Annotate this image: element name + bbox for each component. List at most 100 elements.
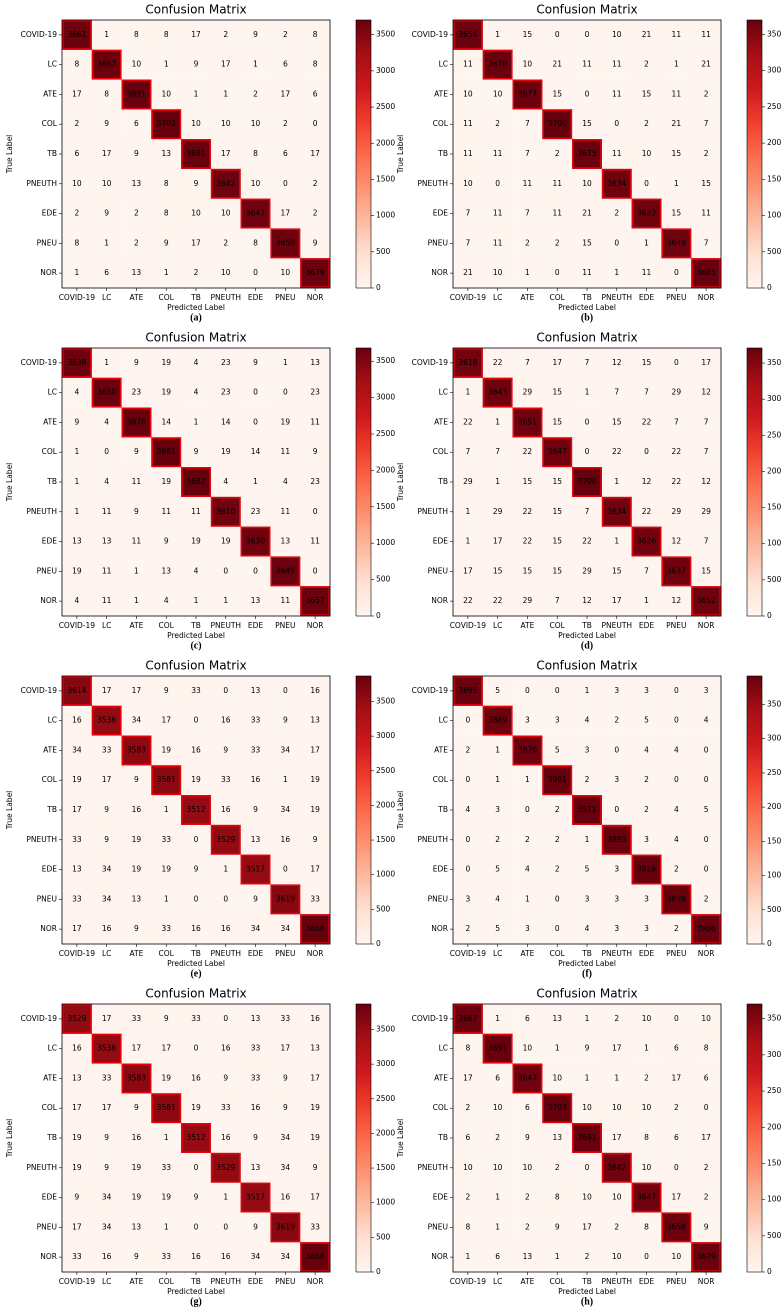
cell-value: 3642 bbox=[216, 179, 235, 188]
x-tick-label: EDE bbox=[248, 1277, 264, 1286]
cell-value: 9 bbox=[164, 686, 169, 695]
y-tick-label: COVID-19 bbox=[21, 358, 58, 367]
heatmap-cell bbox=[91, 735, 122, 766]
cell-value: 3517 bbox=[246, 1193, 265, 1202]
diagonal-highlight bbox=[542, 437, 573, 468]
heatmap-cell bbox=[91, 824, 122, 855]
heatmap-cell bbox=[482, 795, 513, 826]
x-tick-label: COL bbox=[159, 293, 175, 302]
panel-caption: (g) bbox=[190, 1296, 202, 1307]
x-tick-label: TB bbox=[190, 1277, 201, 1286]
heatmap-cell bbox=[542, 1152, 573, 1183]
cell-value: 15 bbox=[552, 477, 562, 486]
heatmap-cell bbox=[62, 765, 93, 796]
cell-value: 0 bbox=[555, 686, 560, 695]
colorbar-tick-label: 1500 bbox=[767, 174, 781, 183]
cell-value: 13 bbox=[72, 865, 82, 874]
heatmap-cell bbox=[121, 258, 152, 289]
cell-value: 33 bbox=[132, 1014, 142, 1023]
heatmap-cell bbox=[631, 377, 662, 408]
heatmap-cell bbox=[482, 884, 513, 915]
heatmap-cell bbox=[631, 586, 662, 617]
heatmap-cell bbox=[453, 1182, 484, 1213]
cell-value: 13 bbox=[132, 1222, 142, 1231]
heatmap-cell bbox=[661, 198, 692, 229]
cell-value: 21 bbox=[672, 119, 682, 128]
cell-value: 10 bbox=[493, 1103, 503, 1112]
cell-value: 17 bbox=[161, 716, 171, 725]
heatmap-cell bbox=[62, 854, 93, 885]
cell-value: 0 bbox=[644, 1252, 649, 1261]
heatmap-cell bbox=[631, 437, 662, 468]
cell-value: 17 bbox=[552, 358, 562, 367]
cell-value: 3868 bbox=[306, 1252, 325, 1261]
heatmap-cell bbox=[542, 526, 573, 557]
y-tick-label: COVID-19 bbox=[21, 30, 58, 39]
cell-value: 33 bbox=[251, 1073, 261, 1082]
panel-caption: (d) bbox=[581, 640, 593, 651]
heatmap-cell bbox=[62, 228, 93, 259]
cell-value: 4 bbox=[194, 358, 199, 367]
heatmap-cell bbox=[601, 1004, 632, 1035]
heatmap-cell bbox=[62, 168, 93, 199]
heatmap-cell bbox=[240, 1212, 271, 1243]
colorbar-tick-label: 1500 bbox=[376, 835, 395, 844]
heatmap-cell bbox=[270, 20, 301, 51]
cell-value: 8 bbox=[134, 30, 139, 39]
heatmap-cell bbox=[482, 437, 513, 468]
heatmap-cell bbox=[151, 258, 182, 289]
panel-caption: (c) bbox=[190, 640, 201, 651]
cell-value: 2 bbox=[614, 209, 619, 218]
cell-value: 33 bbox=[72, 894, 82, 903]
cell-value: 0 bbox=[704, 865, 709, 874]
cell-value: 1 bbox=[194, 89, 199, 98]
cell-value: 0 bbox=[614, 805, 619, 814]
cell-value: 19 bbox=[221, 537, 231, 546]
heatmap-cell bbox=[121, 228, 152, 259]
heatmap-cell bbox=[661, 526, 692, 557]
cell-value: 13 bbox=[132, 268, 142, 277]
cell-value: 9 bbox=[104, 1133, 109, 1142]
cell-value: 33 bbox=[221, 1103, 231, 1112]
heatmap-cell bbox=[572, 496, 603, 527]
cell-value: 1 bbox=[104, 30, 109, 39]
cell-value: 15 bbox=[523, 477, 533, 486]
diagonal-highlight bbox=[601, 496, 632, 527]
cell-value: 8 bbox=[465, 1044, 470, 1053]
y-tick-label: COL bbox=[42, 119, 58, 128]
cell-value: 0 bbox=[555, 268, 560, 277]
cell-value: 2 bbox=[644, 1073, 649, 1082]
heatmap-cell bbox=[512, 407, 543, 438]
cell-value: 33 bbox=[221, 775, 231, 784]
heatmap-cell bbox=[210, 168, 241, 199]
y-axis-label: True Label bbox=[396, 1119, 405, 1159]
cell-value: 13 bbox=[161, 566, 171, 575]
cell-value: 9 bbox=[104, 1163, 109, 1172]
heatmap-cell bbox=[453, 496, 484, 527]
y-axis-label: True Label bbox=[5, 791, 14, 831]
heatmap-cell bbox=[300, 586, 331, 617]
heatmap-cell bbox=[453, 705, 484, 736]
cell-value: 22 bbox=[523, 537, 533, 546]
cell-value: 3700 bbox=[548, 119, 567, 128]
heatmap-cell bbox=[62, 1152, 93, 1183]
heatmap-cell bbox=[62, 1242, 93, 1273]
cell-value: 33 bbox=[102, 745, 112, 754]
heatmap-cell bbox=[270, 1212, 301, 1243]
diagonal-highlight bbox=[151, 109, 182, 140]
heatmap-cell bbox=[572, 168, 603, 199]
y-tick-label: LC bbox=[48, 716, 57, 725]
heatmap-cell bbox=[631, 1033, 662, 1064]
heatmap-cell bbox=[210, 20, 241, 51]
colorbar-tick-label: 3000 bbox=[767, 66, 781, 75]
cell-value: 9 bbox=[194, 179, 199, 188]
heatmap-cell bbox=[512, 467, 543, 498]
cell-value: 11 bbox=[552, 179, 562, 188]
x-tick-label: PNEU bbox=[275, 621, 295, 630]
cell-value: 3916 bbox=[637, 865, 656, 874]
cell-value: 33 bbox=[161, 1252, 171, 1261]
heatmap-cell bbox=[601, 1093, 632, 1124]
cell-value: 10 bbox=[612, 30, 622, 39]
cell-value: 19 bbox=[161, 388, 171, 397]
cell-value: 22 bbox=[493, 596, 503, 605]
